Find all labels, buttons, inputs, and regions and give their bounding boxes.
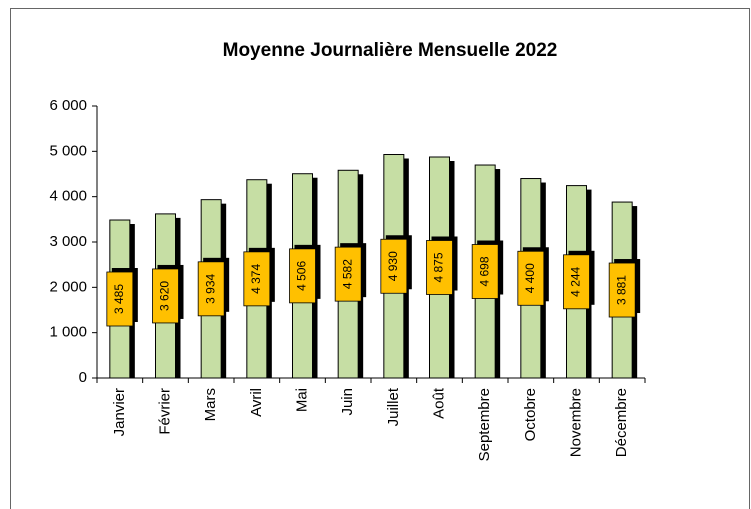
x-tick-label: Juillet [385,387,402,426]
value-label: 4 698 [477,256,491,286]
label-box [334,246,362,302]
x-tick-label: Novembre [567,388,584,457]
value-label: 4 582 [340,259,354,289]
y-tick-label: 6 000 [49,97,87,114]
y-tick-label: 4 000 [49,188,87,205]
y-tick-label: 0 [79,369,87,386]
y-tick-label: 3 000 [49,233,87,250]
x-tick-label: Décembre [613,388,630,457]
label-box [380,238,408,294]
y-tick-label: 2 000 [49,278,87,295]
value-label: 4 244 [569,266,583,296]
label-box [426,240,453,295]
value-label: 4 506 [295,261,309,291]
x-tick-label: Octobre [522,388,539,441]
label-box [563,254,590,310]
chart-title: Moyenne Journalière Mensuelle 2022 [223,40,558,61]
value-label: 3 620 [158,281,172,311]
value-label: 4 930 [386,251,400,281]
x-tick-label: Juin [339,388,356,416]
label-box [197,261,225,317]
x-tick-label: Janvier [111,388,128,436]
value-label: 3 485 [112,284,126,314]
value-label: 4 374 [249,264,263,294]
x-tick-label: Mai [293,388,310,412]
label-box [243,251,271,307]
label-box [289,248,316,304]
label-box [152,268,179,324]
x-tick-label: Avril [248,388,265,417]
chart-border [10,8,750,509]
value-label: 3 934 [203,273,217,303]
value-label: 4 875 [432,252,446,282]
label-box [517,250,545,306]
x-tick-label: Août [430,387,447,419]
value-label: 3 881 [614,275,628,305]
y-tick-label: 1 000 [49,324,87,341]
label-box [608,262,636,318]
x-tick-label: Septembre [476,388,493,461]
label-box [471,244,499,299]
y-tick-label: 5 000 [49,142,87,159]
x-tick-label: Mars [202,388,219,421]
value-label: 4 400 [523,263,537,293]
label-box [106,271,134,327]
x-tick-label: Février [156,388,173,435]
